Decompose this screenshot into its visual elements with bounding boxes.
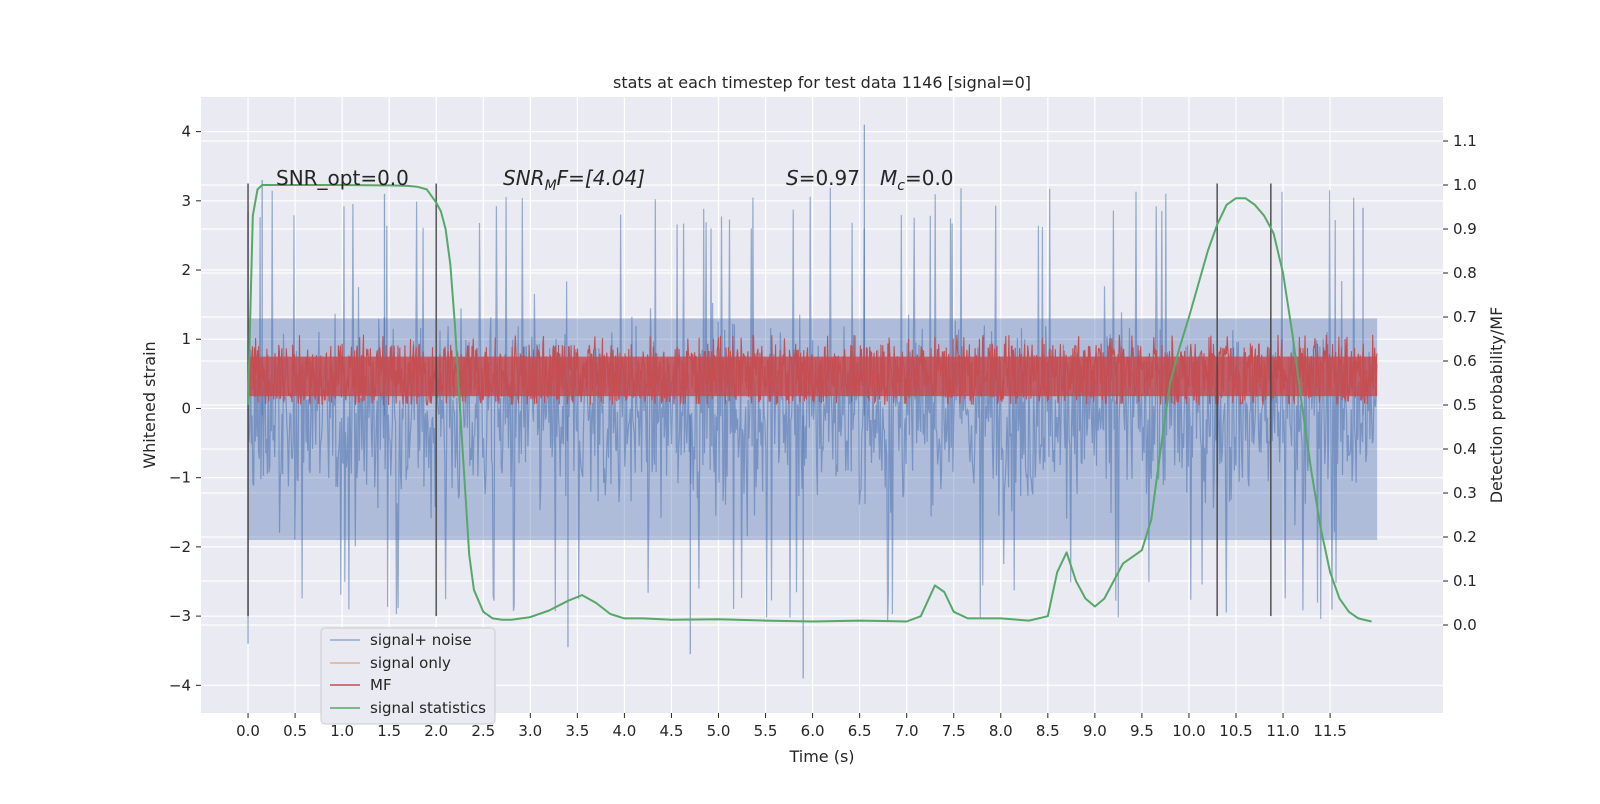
y-right-tick-label: 0.8 [1453,264,1477,282]
y-right-tick-label: 0.4 [1453,440,1477,458]
s-label: S [786,166,799,190]
signal-noise-core [248,318,1378,540]
x-tick-label: 8.0 [989,722,1013,740]
y-left-tick-label: −1 [169,469,191,487]
x-tick-label: 3.5 [565,722,589,740]
y-right-tick-label: 0.2 [1453,528,1477,546]
annotation-snr-mf: SNRMF=[4.04] [503,166,645,194]
legend-label-signal-noise: signal+ noise [370,631,472,649]
y-axis-label-right: Detection probability/MF [1487,307,1506,504]
y-left-tick-label: −2 [169,538,191,556]
x-tick-label: 3.0 [518,722,542,740]
x-tick-label: 0.5 [283,722,307,740]
y-left-tick-label: −3 [169,607,191,625]
x-tick-label: 4.0 [612,722,636,740]
x-tick-label: 11.5 [1313,722,1346,740]
y-right-tick-label: 0.0 [1453,616,1477,634]
x-tick-label: 1.0 [330,722,354,740]
x-tick-label: 9.5 [1130,722,1154,740]
legend-label-signal-only: signal only [370,654,451,672]
x-tick-label: 7.0 [895,722,919,740]
s-value: =0.97 [799,166,860,190]
mc-sub: c [897,178,905,194]
y-right-tick-label: 0.1 [1453,572,1477,590]
y-right-tick-label: 0.9 [1453,220,1477,238]
x-tick-label: 4.5 [660,722,684,740]
mc-value: =0.0 [905,166,954,190]
grid [201,97,1443,713]
y-left-tick-label: 1 [181,330,191,348]
mc-base: M [880,166,897,190]
x-tick-label: 6.5 [848,722,872,740]
chart-title: stats at each timestep for test data 114… [613,73,1031,92]
y-axis-label-left: Whitened strain [140,341,159,468]
signal-statistics-layer [247,184,1372,623]
legend: signal+ noise signal only MF signal stat… [320,627,496,725]
y-right-tick-label: 0.6 [1453,352,1477,370]
x-tick-label: 9.0 [1083,722,1107,740]
x-tick-label: 6.0 [801,722,825,740]
snr-mf-base: SNR [503,166,545,190]
snr-mf-rest: F=[4.04] [557,166,645,190]
x-tick-label: 7.5 [942,722,966,740]
y-right-tick-label: 0.7 [1453,308,1477,326]
x-tick-label: 11.0 [1266,722,1299,740]
y-left-tick-label: 0 [181,399,191,417]
y-right-tick-label: 1.1 [1453,132,1477,150]
axes: 0.0 0.5 1.0 1.5 2.0 2.5 3.0 3.5 4.0 4.5 5.0 5.5 6.0 6… [169,123,1477,740]
x-tick-label: 2.0 [424,722,448,740]
x-tick-label: 5.5 [754,722,778,740]
y-left-tick-label: 3 [181,192,191,210]
x-axis-label: Time (s) [788,747,854,766]
y-right-tick-label: 0.3 [1453,484,1477,502]
annotation-snr-opt: SNR_opt=0.0 [276,166,409,190]
x-tick-label: 10.0 [1172,722,1205,740]
x-tick-label: 0.0 [236,722,260,740]
y-left-tick-label: −4 [169,676,191,694]
signal-statistics-line [247,184,1372,623]
legend-label-mf: MF [370,676,392,694]
legend-box [320,627,496,725]
x-tick-label: 8.5 [1036,722,1060,740]
y-left-tick-label: 4 [181,123,191,141]
x-tick-label: 1.5 [377,722,401,740]
legend-label-signal-statistics: signal statistics [370,699,486,717]
x-tick-label: 2.5 [471,722,495,740]
annotation-mc: Mc=0.0 [880,166,954,194]
annotation-s: S=0.97 [786,166,860,190]
y-right-tick-label: 1.0 [1453,176,1477,194]
snr-mf-sub: M [545,178,557,194]
x-tick-label: 5.0 [707,722,731,740]
y-right-tick-label: 0.5 [1453,396,1477,414]
x-tick-label: 10.5 [1219,722,1252,740]
y-left-tick-label: 2 [181,261,191,279]
